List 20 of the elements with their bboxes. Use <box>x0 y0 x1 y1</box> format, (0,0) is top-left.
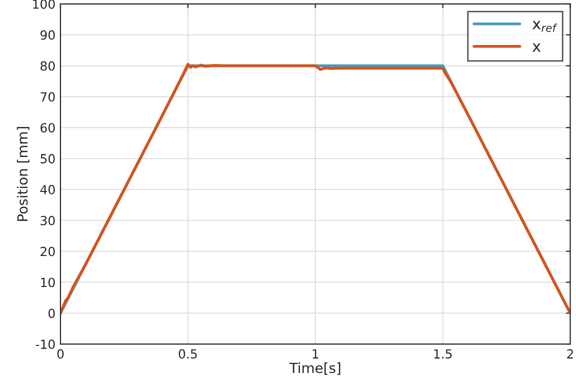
y-tick-label: 90 <box>40 30 55 40</box>
y-tick-label: 30 <box>40 216 55 226</box>
y-tick-label: 10 <box>41 278 55 288</box>
x-tick-label: 1 <box>312 349 318 358</box>
legend-label: x$_{ref}$ <box>532 20 558 32</box>
y-tick-label: 40 <box>40 184 55 194</box>
y-tick-label: 70 <box>40 92 55 102</box>
y-tick-label: 20 <box>40 246 55 256</box>
x-tick-label: 0.5 <box>178 349 197 359</box>
y-axis-title: Position [mm] <box>16 126 30 221</box>
y-tick-label: 0 <box>48 308 55 318</box>
x-tick-label: 2 <box>567 349 573 358</box>
x-tick-label: 1.5 <box>434 349 452 359</box>
y-tick-label: 50 <box>40 154 55 164</box>
x-tick-label: 0 <box>57 349 64 359</box>
y-tick-label: 60 <box>40 123 55 133</box>
y-tick-label: -10 <box>36 340 55 350</box>
y-tick-label: 80 <box>40 61 55 71</box>
x-axis-title: Time[s] <box>289 362 340 375</box>
legend-label: x <box>532 43 541 52</box>
